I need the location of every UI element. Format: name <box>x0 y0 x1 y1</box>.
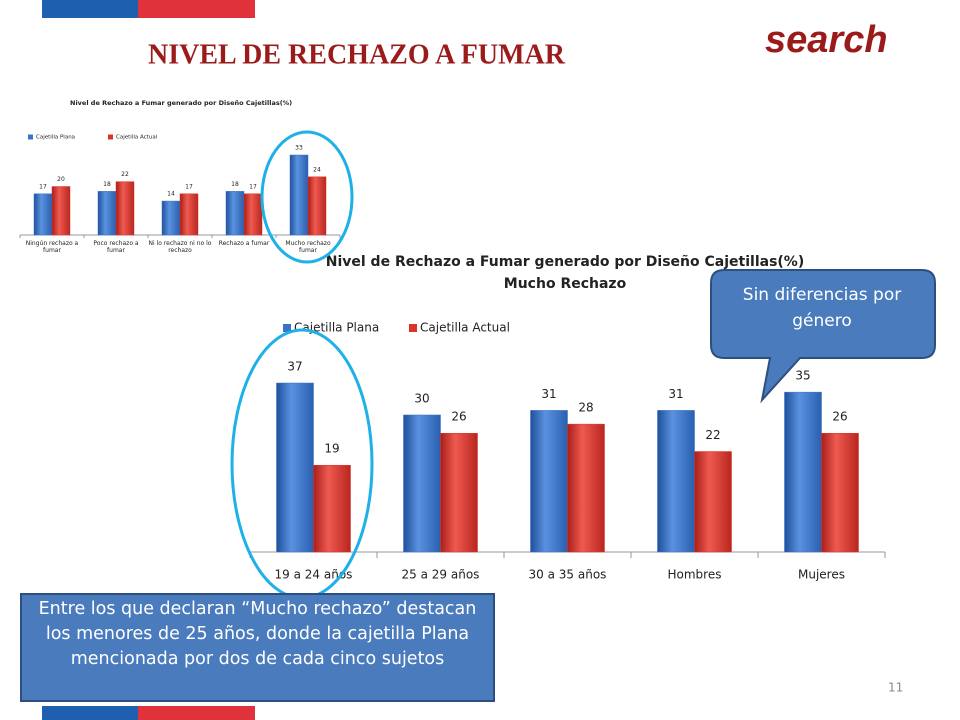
bar <box>97 191 117 236</box>
value-label: 24 <box>313 166 321 173</box>
bar <box>403 414 441 553</box>
bar <box>243 193 263 236</box>
x-tick-label: Mujeres <box>798 568 845 582</box>
bar <box>530 410 568 553</box>
legend-label: Cajetilla Plana <box>36 135 75 141</box>
x-tick-label: 19 a 24 años <box>275 568 353 582</box>
value-label: 18 <box>103 181 111 188</box>
value-label: 30 <box>414 391 429 405</box>
value-label: 31 <box>541 387 556 401</box>
bar <box>567 423 605 553</box>
value-label: 17 <box>39 183 47 190</box>
x-tick-label: 30 a 35 años <box>529 568 607 582</box>
x-tick-label: Ni lo rechazo ni no lo rechazo <box>148 240 212 254</box>
value-label: 19 <box>324 442 339 456</box>
bar <box>821 432 859 553</box>
bottom-bar-red <box>138 706 255 720</box>
legend-label: Cajetilla Actual <box>420 321 510 335</box>
bar <box>440 432 478 553</box>
bar <box>289 154 309 236</box>
callout-text: Sin diferencias por género <box>742 285 902 331</box>
highlight-circle <box>260 130 354 264</box>
legend-label: Cajetilla Actual <box>116 135 158 141</box>
top-bar-red <box>138 0 255 18</box>
value-label: 22 <box>705 428 720 442</box>
bar <box>51 186 71 236</box>
callout-shape <box>710 269 936 404</box>
bar <box>657 410 695 553</box>
legend-swatch <box>283 324 291 332</box>
bar <box>33 193 53 236</box>
chart-subtitle: Mucho Rechazo <box>504 276 627 292</box>
legend-swatch <box>28 134 33 140</box>
bar <box>225 191 245 236</box>
value-label: 35 <box>795 369 810 383</box>
value-label: 14 <box>167 191 175 198</box>
legend-label: Cajetilla Plana <box>294 321 379 335</box>
brand: search <box>765 19 888 61</box>
value-label: 37 <box>287 360 302 374</box>
x-tick-label: Rechazo a fumar <box>218 240 270 247</box>
value-label: 18 <box>231 181 239 188</box>
value-label: 33 <box>295 145 303 152</box>
value-label: 20 <box>57 176 65 183</box>
legend-swatch <box>108 134 113 140</box>
x-tick-label: Hombres <box>668 568 722 582</box>
value-label: 26 <box>451 410 466 424</box>
x-tick-label: 25 a 29 años <box>402 568 480 582</box>
x-tick-label: Mucho rechazo fumar <box>285 240 331 254</box>
value-label: 17 <box>185 183 193 190</box>
bottom-bar-blue <box>42 706 138 720</box>
bar <box>313 464 351 553</box>
value-label: 26 <box>832 410 847 424</box>
x-tick-label: Poco rechazo a fumar <box>93 240 139 254</box>
page-number: 11 <box>888 681 903 695</box>
bar <box>694 451 732 553</box>
chart-title: Nivel de Rechazo a Fumar generado por Di… <box>70 99 292 107</box>
bar <box>276 382 314 553</box>
value-label: 17 <box>249 183 257 190</box>
note-box: Entre los que declaran “Mucho rechazo” d… <box>20 593 495 702</box>
slide-title: NIVEL DE RECHAZO A FUMAR <box>148 39 566 70</box>
bar <box>115 181 135 236</box>
bar <box>784 391 822 553</box>
value-label: 22 <box>121 171 129 178</box>
legend-swatch <box>409 324 417 332</box>
bar <box>179 193 199 236</box>
chart-title: Nivel de Rechazo a Fumar generado por Di… <box>326 254 804 270</box>
value-label: 31 <box>668 387 683 401</box>
bar <box>161 200 181 236</box>
top-bar-blue <box>42 0 138 18</box>
x-tick-label: Ningún rechazo a fumar <box>25 240 79 254</box>
bar <box>307 176 327 236</box>
value-label: 28 <box>578 401 593 415</box>
